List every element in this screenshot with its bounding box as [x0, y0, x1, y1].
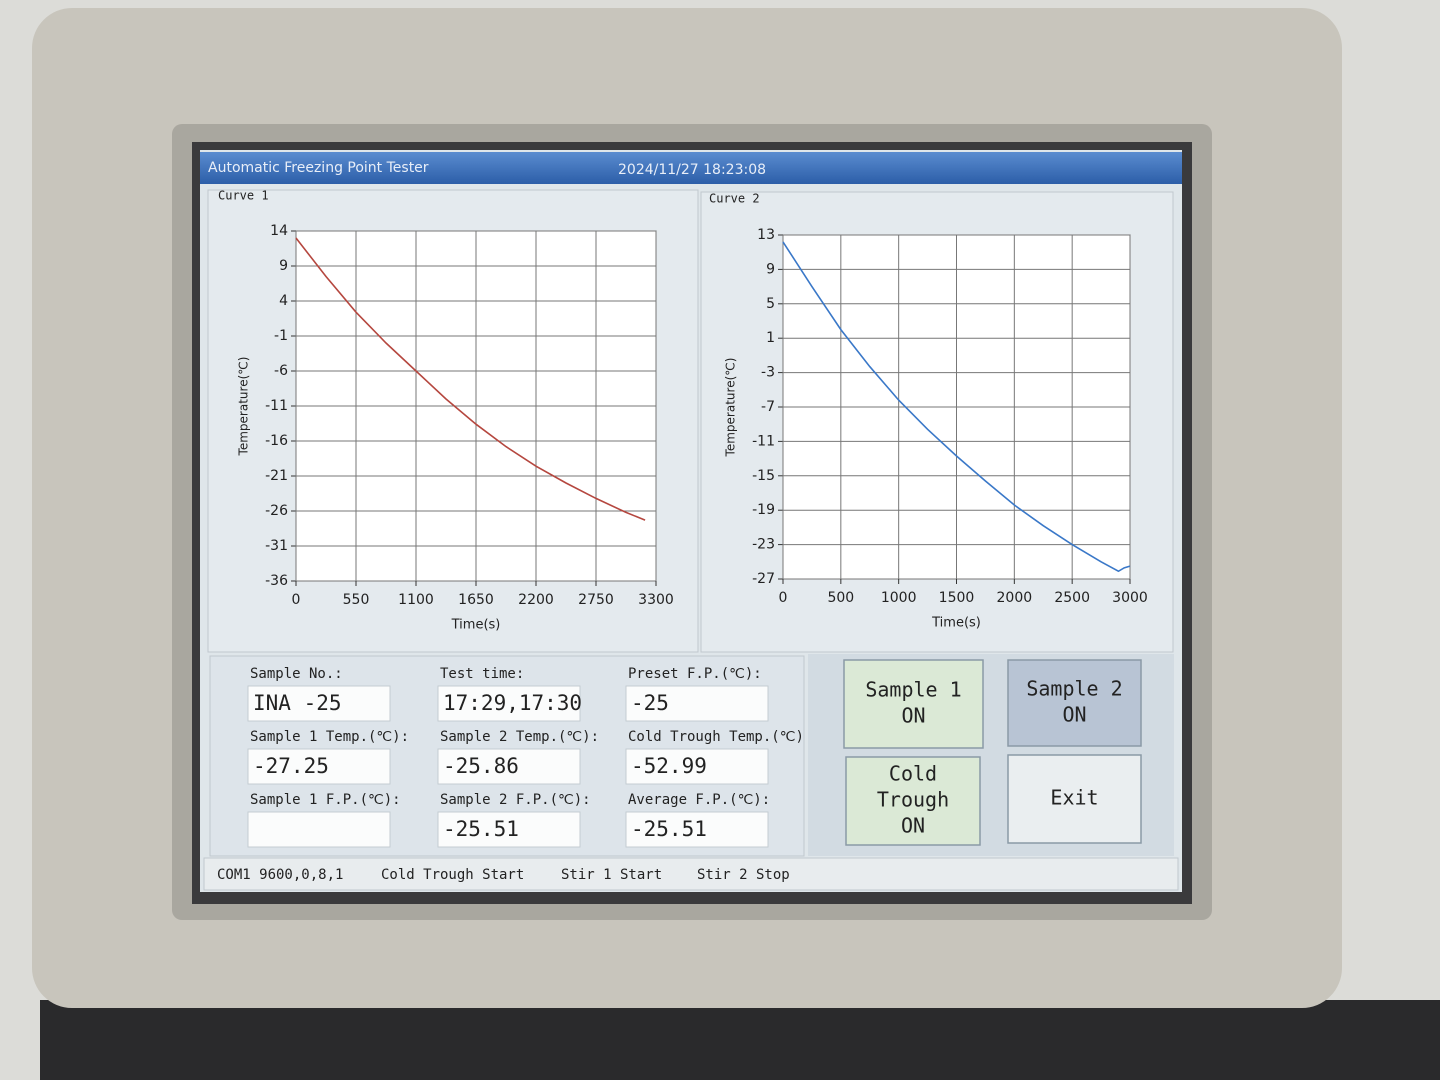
y-tick-label: -1 [274, 328, 288, 344]
field-label: Sample No.: [250, 666, 343, 682]
y-tick-label: -11 [752, 433, 775, 449]
button-label[interactable]: Cold [889, 762, 937, 786]
y-tick-label: -19 [752, 502, 775, 518]
x-tick-label: 0 [779, 590, 788, 606]
button-label[interactable]: Sample 1 [865, 678, 961, 702]
y-tick-label: 9 [766, 261, 775, 277]
button-face[interactable] [843, 659, 984, 749]
y-tick-label: -16 [265, 433, 288, 449]
y-tick-label: -26 [265, 503, 288, 519]
y-tick-label: -27 [752, 571, 775, 587]
y-tick-label: -3 [761, 365, 775, 381]
button-label[interactable]: ON [901, 704, 925, 728]
chart-title: Curve 1 [218, 189, 269, 203]
y-tick-label: 9 [279, 258, 288, 274]
button[interactable]: Sample 1ON [843, 659, 984, 749]
y-tick-label: 4 [279, 293, 288, 309]
status-text: Cold Trough Start [381, 867, 524, 883]
status-text: Stir 2 Stop [697, 867, 790, 883]
x-tick-label: 2000 [997, 590, 1033, 606]
field-box [437, 748, 581, 785]
x-tick-label: 1000 [881, 590, 917, 606]
field-label: Test time: [440, 666, 524, 682]
field-value: -25 [631, 691, 669, 715]
data-line [782, 241, 1131, 573]
button-face[interactable] [1007, 659, 1142, 747]
button-label[interactable]: Trough [877, 788, 949, 812]
y-tick-label: 1 [766, 330, 775, 346]
x-tick-label: 1500 [939, 590, 975, 606]
field-box [625, 748, 769, 785]
y-tick-label: -36 [265, 573, 288, 589]
y-tick-label: 14 [270, 223, 288, 239]
field-value: INA -25 [253, 691, 342, 715]
chart-title: Curve 2 [709, 192, 760, 206]
datetime: 2024/11/27 18:23:08 [618, 162, 766, 178]
y-tick-label: -21 [265, 468, 288, 484]
button-label[interactable]: Sample 2 [1026, 677, 1122, 701]
x-tick-label: 500 [827, 590, 854, 606]
title-bar [200, 152, 1182, 184]
x-tick-label: 2750 [578, 592, 614, 608]
x-tick-label: 0 [292, 592, 301, 608]
y-axis-label: Temperature(℃) [724, 358, 738, 458]
y-tick-label: -11 [265, 398, 288, 414]
status-text: COM1 9600,0,8,1 [217, 867, 343, 883]
field-label: Sample 1 F.P.(℃): [250, 792, 401, 808]
field-box [437, 685, 581, 722]
y-axis-label: Temperature(℃) [237, 357, 251, 457]
button[interactable]: Exit [1007, 754, 1142, 844]
field-label: Preset F.P.(℃): [628, 666, 762, 682]
data-line [295, 237, 646, 521]
button-face[interactable] [845, 756, 981, 846]
field-value: -52.99 [631, 754, 707, 778]
status-bar [203, 857, 1179, 891]
y-tick-label: -15 [752, 468, 775, 484]
button-label[interactable]: ON [901, 814, 925, 838]
device-base [40, 1000, 1440, 1080]
field-box [247, 685, 391, 722]
field-label: Sample 2 F.P.(℃): [440, 792, 591, 808]
field-label: Cold Trough Temp.(℃) [628, 729, 804, 745]
x-tick-label: 2200 [518, 592, 554, 608]
y-tick-label: -7 [761, 399, 775, 415]
x-tick-label: 550 [343, 592, 370, 608]
field-box [625, 685, 769, 722]
x-tick-label: 3000 [1112, 590, 1148, 606]
button-face[interactable] [1007, 754, 1142, 844]
field-label: Sample 2 Temp.(℃): [440, 729, 599, 745]
field-box [247, 748, 391, 785]
x-tick-label: 1100 [398, 592, 434, 608]
window-title: Automatic Freezing Point Tester [208, 160, 429, 176]
field-box [625, 811, 769, 848]
field-value: -27.25 [253, 754, 329, 778]
status-text: Stir 1 Start [561, 867, 662, 883]
y-tick-label: -23 [752, 537, 775, 553]
y-tick-label: -6 [274, 363, 288, 379]
button[interactable]: Sample 2ON [1007, 659, 1142, 747]
y-tick-label: -31 [265, 538, 288, 554]
x-axis-label: Time(s) [451, 618, 501, 633]
y-tick-label: 13 [757, 227, 775, 243]
field-value: -25.86 [443, 754, 519, 778]
field-box [437, 811, 581, 848]
x-tick-label: 1650 [458, 592, 494, 608]
x-tick-label: 2500 [1054, 590, 1090, 606]
y-tick-label: 5 [766, 296, 775, 312]
x-axis-label: Time(s) [931, 616, 981, 631]
button-label[interactable]: Exit [1050, 786, 1098, 810]
field-label: Average F.P.(℃): [628, 792, 770, 808]
x-tick-label: 3300 [638, 592, 674, 608]
field-box [247, 811, 391, 848]
field-label: Sample 1 Temp.(℃): [250, 729, 409, 745]
field-value: 17:29,17:30 [443, 691, 582, 715]
field-value: -25.51 [631, 817, 707, 841]
button-label[interactable]: ON [1062, 703, 1086, 727]
field-value: -25.51 [443, 817, 519, 841]
